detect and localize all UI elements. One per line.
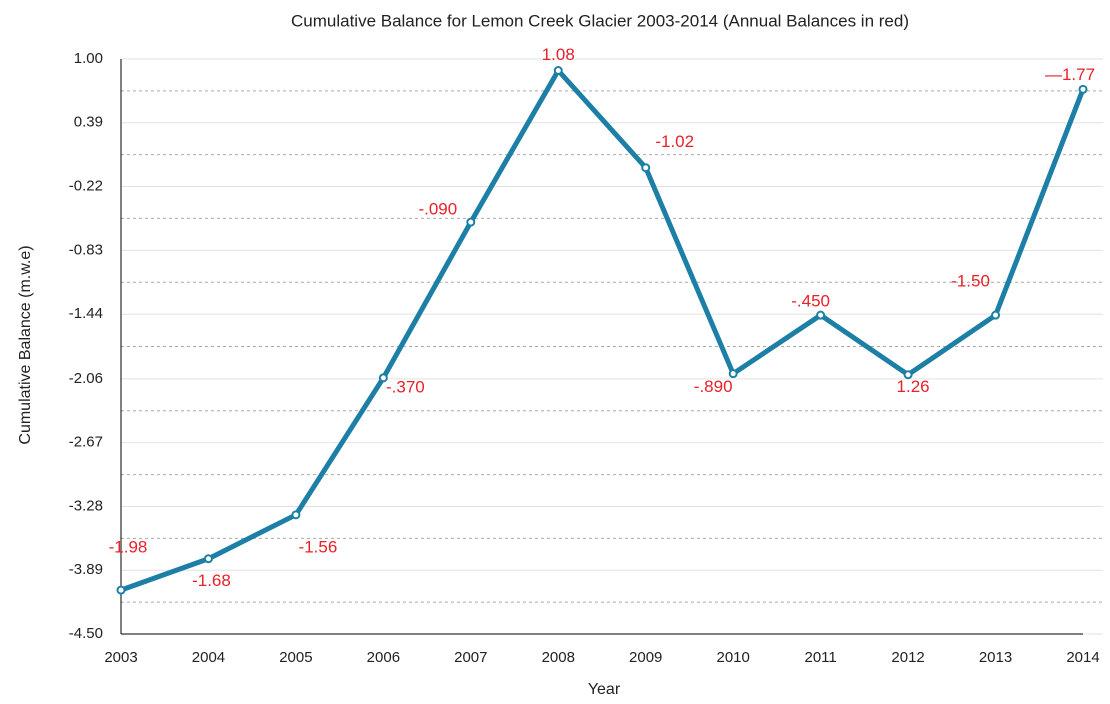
point (903, 370, 913, 380)
annotation: -.370 (386, 377, 425, 396)
y-tick-label: -1.44 (69, 305, 103, 322)
point (816, 310, 826, 320)
x-tick-label: 2008 (542, 649, 575, 666)
y-tick-label: 1.00 (74, 50, 103, 67)
y-tick-label: -4.50 (69, 625, 103, 642)
annotation: -1.56 (299, 537, 338, 556)
point (641, 163, 651, 173)
point (116, 585, 126, 595)
y-tick-label: -0.22 (69, 178, 103, 195)
point (291, 510, 301, 520)
annotation: -.890 (694, 377, 733, 396)
series-line (120, 68, 1086, 593)
chart-title: Cumulative Balance for Lemon Creek Glaci… (291, 11, 909, 30)
x-tick-label: 2010 (716, 649, 749, 666)
point (203, 554, 213, 564)
annotation: —1.77 (1045, 65, 1095, 84)
point (1078, 84, 1088, 94)
x-axis-label: Year (588, 681, 621, 698)
annotation: -1.68 (192, 571, 231, 590)
x-tick-label: 2006 (367, 649, 400, 666)
point (728, 369, 738, 379)
annotation: -.450 (791, 292, 830, 311)
point (553, 66, 563, 75)
annotation: -.090 (418, 200, 457, 219)
annotation: -1.50 (951, 272, 990, 291)
annotation: -1.98 (109, 538, 148, 557)
x-tick-label: 2007 (454, 649, 487, 666)
y-tick-label: -0.83 (69, 241, 103, 258)
y-tick-label: -3.89 (69, 561, 103, 578)
y-tick-label: -2.67 (69, 434, 103, 451)
annotation: 1.26 (897, 377, 930, 396)
annotation: -1.02 (655, 132, 694, 151)
x-tick-label: 2003 (104, 649, 137, 666)
y-axis-label: Cumulative Balance (m.w.e) (17, 245, 34, 444)
y-tick-label: -3.28 (69, 497, 103, 514)
point (378, 373, 388, 383)
x-tick-label: 2005 (279, 649, 312, 666)
point (466, 217, 476, 227)
x-tick-label: 2011 (805, 649, 837, 666)
x-tick-label: 2009 (629, 649, 662, 666)
x-tick-label: 2004 (192, 649, 225, 666)
y-tick-label: -2.06 (69, 370, 103, 387)
y-tick-label: 0.39 (74, 114, 103, 131)
x-tick-label: 2014 (1066, 649, 1099, 666)
annotation: 1.08 (542, 45, 575, 64)
x-tick-label: 2012 (891, 649, 924, 666)
x-tick-label: 2013 (979, 649, 1012, 666)
point (991, 310, 1001, 320)
